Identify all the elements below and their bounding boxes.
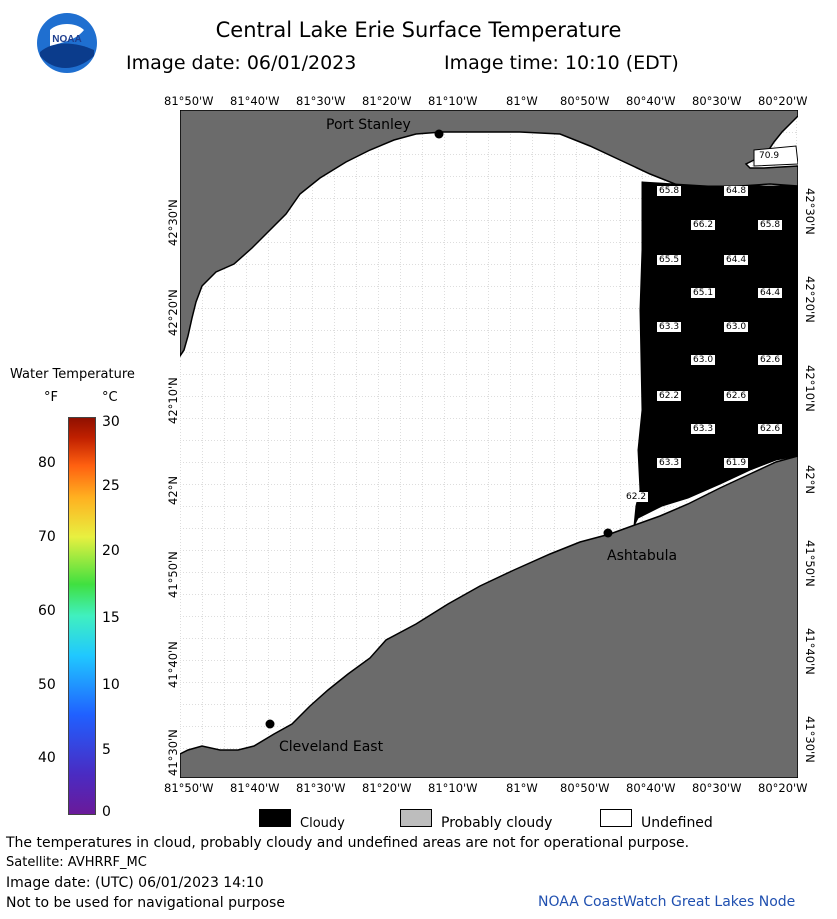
temp-reading: 63.3 xyxy=(657,458,682,468)
temp-reading: 63.3 xyxy=(657,322,682,332)
map-title: Central Lake Erie Surface Temperature xyxy=(215,18,622,42)
port-stanley-marker xyxy=(434,129,444,139)
utc-date-text: Image date: (UTC) 06/01/2023 14:10 xyxy=(6,875,264,891)
x-tick-top: 81°10'W xyxy=(428,94,478,108)
temp-reading: 66.2 xyxy=(691,220,716,230)
x-tick-top: 81°40'W xyxy=(230,94,280,108)
x-tick-top: 81°20'W xyxy=(362,94,412,108)
ashtabula-marker xyxy=(603,528,613,538)
temp-reading: 64.4 xyxy=(758,288,783,298)
temp-reading: 62.2 xyxy=(657,391,682,401)
y-tick-left: 41°50'N xyxy=(166,551,180,598)
colorbar-f-tick: 80 xyxy=(38,455,56,471)
x-tick-bottom: 81°30'W xyxy=(296,781,346,795)
image-time: Image time: 10:10 (EDT) xyxy=(444,52,679,74)
south-shore-land xyxy=(179,455,799,779)
satellite-text: Satellite: AVHRRF_MC xyxy=(6,855,147,870)
x-tick-bottom: 81°10'W xyxy=(428,781,478,795)
x-tick-top: 81°30'W xyxy=(296,94,346,108)
y-tick-right: 42°30'N xyxy=(803,188,817,235)
legend-undefined-label: Undefined xyxy=(641,815,713,831)
x-tick-top: 80°20'W xyxy=(758,94,808,108)
y-tick-left: 42°30'N xyxy=(166,199,180,246)
temp-reading: 61.9 xyxy=(724,458,749,468)
x-tick-bottom: 80°40'W xyxy=(626,781,676,795)
colorbar-f-tick: 50 xyxy=(38,677,56,693)
x-tick-bottom: 81°50'W xyxy=(164,781,214,795)
credit-text: NOAA CoastWatch Great Lakes Node xyxy=(538,894,796,910)
temp-reading: 65.8 xyxy=(657,186,682,196)
x-tick-bottom: 81°W xyxy=(506,781,538,795)
temp-reading: 62.2 xyxy=(624,492,649,502)
x-tick-top: 80°30'W xyxy=(692,94,742,108)
map-area xyxy=(179,109,799,779)
y-tick-right: 41°40'N xyxy=(803,628,817,675)
y-tick-left: 42°20'N xyxy=(166,289,180,336)
x-tick-bottom: 80°50'W xyxy=(560,781,610,795)
colorbar-c-tick: 30 xyxy=(102,414,120,430)
temp-reading: 65.8 xyxy=(758,220,783,230)
y-tick-right: 41°50'N xyxy=(803,540,817,587)
legend-probably-cloudy-swatch xyxy=(400,809,432,827)
temp-reading: 63.0 xyxy=(691,355,716,365)
colorbar-f-label: °F xyxy=(44,390,58,405)
temp-reading: 70.9 xyxy=(757,151,782,161)
temp-reading: 64.4 xyxy=(724,255,749,265)
y-tick-right: 42°N xyxy=(803,465,817,494)
legend-undefined-swatch xyxy=(600,809,632,827)
x-tick-top: 81°50'W xyxy=(164,94,214,108)
colorbar-c-tick: 20 xyxy=(102,543,120,559)
temp-reading: 63.0 xyxy=(724,322,749,332)
y-tick-left: 42°N xyxy=(166,476,180,505)
city-label-cleveland-east: Cleveland East xyxy=(279,739,384,755)
colorbar-c-label: °C xyxy=(102,390,118,405)
colorbar-c-tick: 0 xyxy=(102,804,111,820)
temp-reading: 65.5 xyxy=(657,255,682,265)
legend-probably-cloudy-label: Probably cloudy xyxy=(441,815,553,831)
temp-reading: 64.8 xyxy=(724,186,749,196)
logo-text: NOAA xyxy=(52,34,81,45)
x-tick-bottom: 80°20'W xyxy=(758,781,808,795)
cleveland-east-marker xyxy=(265,719,275,729)
colorbar-c-tick: 25 xyxy=(102,478,120,494)
x-tick-bottom: 81°20'W xyxy=(362,781,412,795)
city-label-ashtabula: Ashtabula xyxy=(607,548,678,564)
colorbar-c-tick: 15 xyxy=(102,610,120,626)
x-tick-top: 80°50'W xyxy=(560,94,610,108)
disclaimer-text: The temperatures in cloud, probably clou… xyxy=(6,835,690,851)
colorbar-f-tick: 40 xyxy=(38,750,56,766)
temp-reading: 63.3 xyxy=(691,424,716,434)
y-tick-right: 42°20'N xyxy=(803,276,817,323)
temp-reading: 65.1 xyxy=(691,288,716,298)
y-tick-left: 41°40'N xyxy=(166,641,180,688)
y-tick-left: 42°10'N xyxy=(166,377,180,424)
colorbar-f-tick: 70 xyxy=(38,529,56,545)
temp-reading: 62.6 xyxy=(724,391,749,401)
temp-reading: 62.6 xyxy=(758,355,783,365)
legend-cloudy-swatch xyxy=(259,809,291,827)
x-tick-bottom: 81°40'W xyxy=(230,781,280,795)
colorbar-f-tick: 60 xyxy=(38,603,56,619)
y-tick-right: 42°10'N xyxy=(803,365,817,412)
y-tick-left: 41°30'N xyxy=(166,729,180,776)
legend-cloudy-label: Cloudy xyxy=(300,816,345,831)
x-tick-top: 80°40'W xyxy=(626,94,676,108)
colorbar-c-tick: 5 xyxy=(102,742,111,758)
colorbar-c-tick: 10 xyxy=(102,677,120,693)
x-tick-bottom: 80°30'W xyxy=(692,781,742,795)
y-tick-right: 41°30'N xyxy=(803,716,817,763)
x-tick-top: 81°W xyxy=(506,94,538,108)
colorbar xyxy=(68,417,96,815)
image-date: Image date: 06/01/2023 xyxy=(126,52,357,74)
colorbar-title: Water Temperature xyxy=(10,367,135,382)
temp-reading: 62.6 xyxy=(758,424,783,434)
navigation-note: Not to be used for navigational purpose xyxy=(6,895,285,911)
city-label-port-stanley: Port Stanley xyxy=(326,117,411,133)
noaa-logo: NOAA xyxy=(36,12,98,74)
